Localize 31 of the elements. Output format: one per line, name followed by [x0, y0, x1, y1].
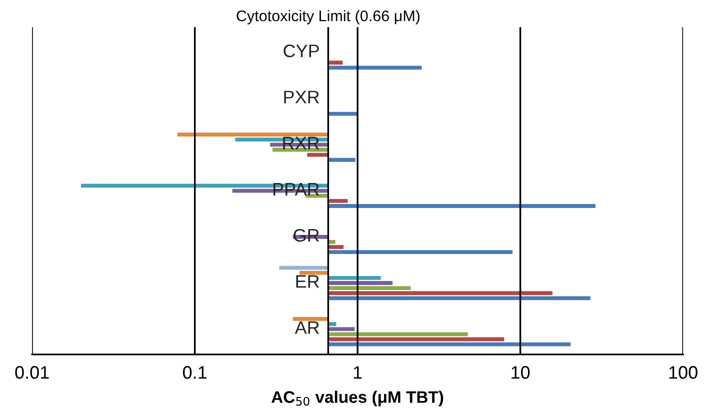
bar [328, 66, 422, 70]
bar [328, 327, 355, 332]
bar [292, 316, 328, 321]
x-tick-label: 1 [354, 366, 362, 379]
bar [328, 296, 590, 300]
ref-line-label: Cytotoxicity Limit (0.66 μM) [236, 10, 420, 24]
x-tick-label: 100 [669, 366, 698, 379]
bar [328, 60, 343, 65]
bar [307, 152, 328, 157]
bar [328, 281, 393, 285]
bar [328, 198, 348, 203]
x-tick-label: 0.01 [15, 366, 49, 379]
x-tick-label: 0.1 [182, 366, 206, 379]
bar [328, 332, 468, 336]
bar [328, 276, 381, 280]
y-tick-label: AR [294, 321, 320, 334]
bar [328, 204, 596, 208]
y-tick-label: CYP [284, 44, 319, 58]
x-tick-label: 10 [512, 366, 530, 379]
bar [328, 158, 356, 162]
bar [328, 291, 552, 296]
bar [328, 245, 344, 249]
bar [306, 194, 328, 198]
x-axis-title: AC$_{50}$ values (μM TBT) [271, 390, 444, 406]
bar [328, 250, 513, 254]
y-tick-label: ER [296, 275, 320, 288]
bar [328, 342, 571, 346]
bar [328, 286, 411, 290]
bar [177, 132, 328, 136]
y-tick-label: PXR [284, 90, 320, 104]
bar [300, 270, 328, 275]
